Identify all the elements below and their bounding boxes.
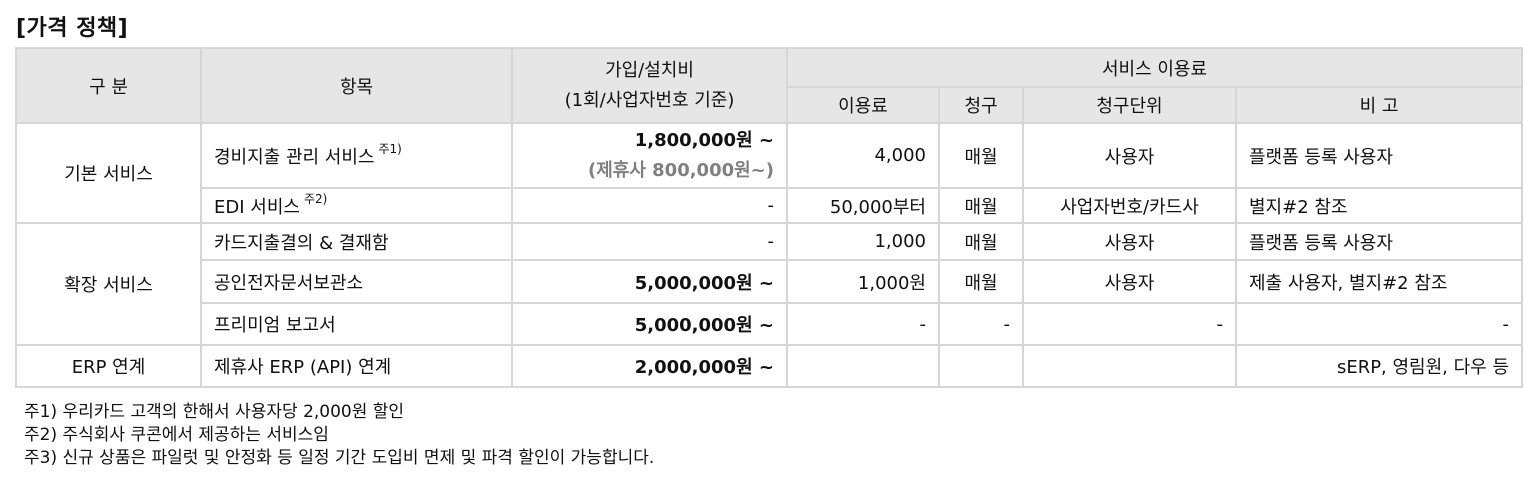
pricing-table: 구 분 항목 가입/설치비 (1회/사업자번호 기준) 서비스 이용료 이용료 … [15,47,1523,388]
billing-unit: - [1022,302,1237,346]
billing-cycle [938,344,1024,388]
setup-fee: 1,800,000원 ~ (제휴사 800,000원~) [511,122,788,189]
table-row: 확장 서비스 카드지출결의 & 결재함 - 1,000 매월 사용자 플랫폼 등… [15,222,1523,346]
header-setup-fee: 가입/설치비 (1회/사업자번호 기준) [511,47,788,124]
footnote-3: 주3) 신규 상품은 파일럿 및 안정화 등 일정 기간 도입비 면제 및 파격… [24,448,655,468]
setup-fee-partner: (제휴사 800,000원~) [587,159,774,181]
item-label: 경비지출 관리 서비스 [214,146,375,168]
header-service-fee: 서비스 이용료 [785,47,1523,88]
table-row: 기본 서비스 경비지출 관리 서비스 주1) 1,800,000원 ~ (제휴사 … [15,122,1523,224]
remarks: 플랫폼 등록 사용자 [1234,222,1523,261]
header-item: 항목 [200,47,513,124]
remarks: 플랫폼 등록 사용자 [1234,122,1523,189]
header-setup-fee-line2: (1회/사업자번호 기준) [564,89,735,111]
table-row: EDI 서비스 주2) - 50,000부터 매월 사업자번호/카드사 별지#2 … [16,187,1523,224]
item-name: 공인전자문서보관소 [200,259,513,304]
item-name: 프리미엄 보고서 [200,302,513,346]
usage-fee: 4,000 [786,122,940,189]
header-billing: 청구 [938,86,1024,124]
billing-cycle: 매월 [938,259,1024,304]
setup-fee: 5,000,000원 ~ [511,302,788,346]
footnote-marker: 주2) [303,191,328,206]
header-remarks: 비 고 [1234,86,1523,124]
remarks: 별지#2 참조 [1234,187,1523,224]
footnote-2: 주2) 주식회사 쿠콘에서 제공하는 서비스임 [24,425,329,445]
billing-unit: 사용자 [1022,259,1237,304]
item-label: EDI 서비스 [214,196,300,218]
group-extended: 확장 서비스 [15,222,202,346]
header-row-top: 구 분 항목 가입/설치비 (1회/사업자번호 기준) 서비스 이용료 [15,47,1523,124]
billing-cycle: 매월 [938,122,1024,189]
billing-cycle: 매월 [938,222,1024,261]
usage-fee [786,344,940,388]
header-billing-unit: 청구단위 [1022,86,1237,124]
page-title: [가격 정책] [16,16,129,41]
table-row: 프리미엄 보고서 5,000,000원 ~ - - - - [16,302,1523,346]
usage-fee: - [786,302,940,346]
remarks: - [1234,302,1523,346]
billing-cycle: 매월 [938,187,1024,224]
item-name: 제휴사 ERP (API) 연계 [200,344,513,388]
usage-fee: 50,000부터 [786,187,940,224]
remarks: 제출 사용자, 별지#2 참조 [1234,259,1523,304]
billing-unit [1022,344,1237,388]
setup-fee-value: 1,800,000원 ~ [634,129,774,151]
header-category: 구 분 [15,47,202,124]
item-name: EDI 서비스 주2) [200,187,513,224]
setup-fee: - [511,187,788,224]
billing-cycle: - [938,302,1024,346]
setup-fee: - [511,222,788,261]
footnote-marker: 주1) [378,141,402,156]
table-row: ERP 연계 제휴사 ERP (API) 연계 2,000,000원 ~ sER… [15,344,1523,388]
usage-fee: 1,000원 [786,259,940,304]
table-row: 공인전자문서보관소 5,000,000원 ~ 1,000원 매월 사용자 제출 … [16,259,1523,304]
header-row-sub: 이용료 청구 청구단위 비 고 [16,86,1523,124]
item-name: 카드지출결의 & 결재함 [200,222,513,261]
group-basic: 기본 서비스 [15,122,202,224]
item-name: 경비지출 관리 서비스 주1) [200,122,513,189]
billing-unit: 사용자 [1022,122,1237,189]
header-usage-fee: 이용료 [786,86,940,124]
usage-fee: 1,000 [786,222,940,261]
billing-unit: 사용자 [1022,222,1237,261]
footnote-1: 주1) 우리카드 고객의 한해서 사용자당 2,000원 할인 [24,402,405,422]
footnotes: 주1) 우리카드 고객의 한해서 사용자당 2,000원 할인 주2) 주식회사… [24,401,654,470]
header-setup-fee-line1: 가입/설치비 [605,59,694,81]
remarks: sERP, 영림원, 다우 등 [1234,344,1523,388]
setup-fee: 2,000,000원 ~ [511,344,788,388]
billing-unit: 사업자번호/카드사 [1022,187,1237,224]
setup-fee: 5,000,000원 ~ [511,259,788,304]
group-erp: ERP 연계 [15,344,202,388]
